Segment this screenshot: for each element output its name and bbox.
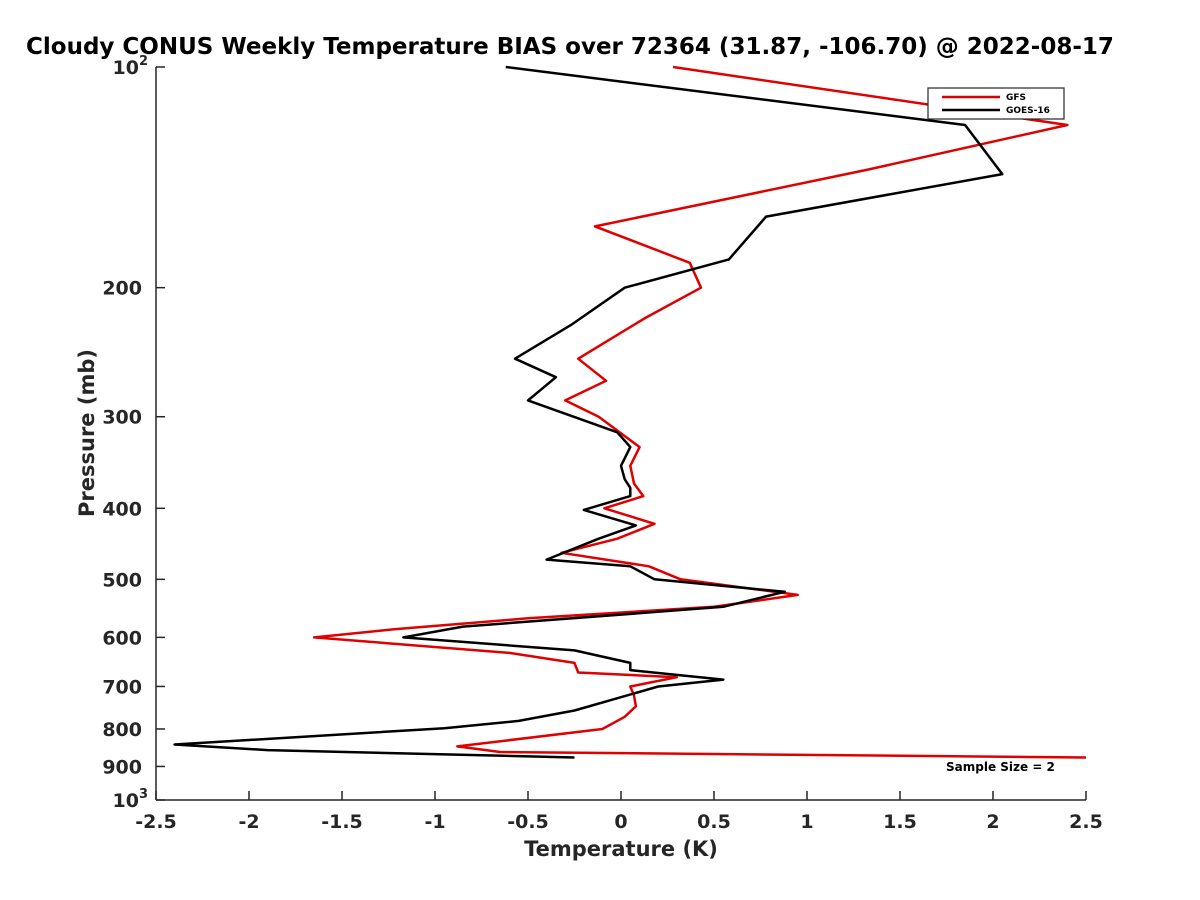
y-tick-label: 102	[113, 54, 149, 79]
y-tick-label: 500	[102, 569, 142, 591]
series-line-goes16	[173, 65, 1004, 759]
sample-size-annotation: Sample Size = 2	[946, 760, 1055, 774]
series-layer	[173, 65, 1087, 759]
x-tick-label: -1.5	[321, 811, 363, 833]
x-tick-label: 1.5	[883, 811, 917, 833]
y-ticks: 102 200 300 400 500 600 700 800 900 103	[102, 54, 165, 812]
y-axis-title: Pressure (mb)	[75, 349, 99, 517]
x-tick-label: 0.5	[697, 811, 731, 833]
chart-title: Cloudy CONUS Weekly Temperature BIAS ove…	[26, 34, 1114, 60]
x-tick-label: -1	[424, 811, 445, 833]
legend-label-goes16: GOES-16	[1006, 106, 1050, 116]
x-tick-label: 0	[614, 811, 627, 833]
x-tick-label: 2	[986, 811, 999, 833]
legend-label-gfs: GFS	[1006, 93, 1026, 103]
legend: GFS GOES-16	[927, 87, 1065, 120]
y-tick-label: 600	[102, 627, 142, 649]
y-tick-label: 700	[102, 676, 142, 698]
y-tick-label: 800	[102, 719, 142, 741]
y-tick-label: 300	[102, 407, 142, 429]
y-tick-label: 200	[102, 278, 142, 300]
x-axis-title: Temperature (K)	[524, 837, 718, 861]
x-tick-label: -2.5	[135, 811, 177, 833]
x-ticks: -2.5 -2 -1.5 -1 -0.5 0 0.5 1 1.5 2 2.5	[135, 791, 1103, 833]
y-tick-label: 900	[102, 756, 142, 778]
x-tick-label: 2.5	[1069, 811, 1103, 833]
y-tick-label: 103	[113, 787, 149, 812]
x-tick-label: -0.5	[507, 811, 549, 833]
x-tick-label: 1	[800, 811, 813, 833]
y-tick-label: 400	[102, 498, 142, 520]
x-tick-label: -2	[238, 811, 259, 833]
legend-box	[927, 87, 1065, 120]
